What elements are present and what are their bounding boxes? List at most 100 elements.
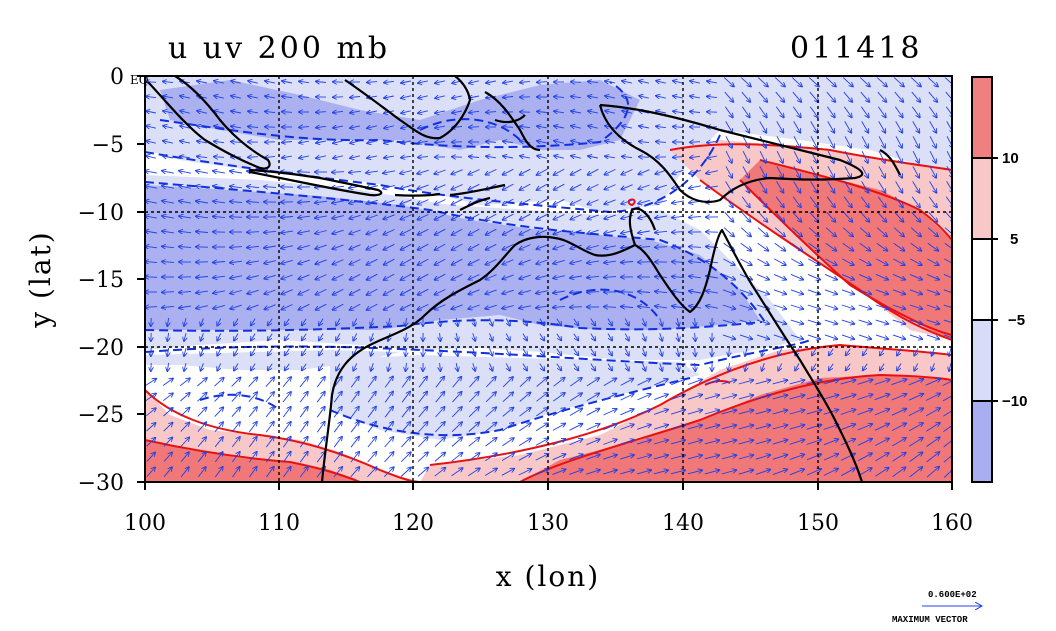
wind-vector-icon [248, 81, 258, 83]
wind-vector-icon [486, 198, 497, 205]
wind-vector-icon [434, 169, 446, 174]
wind-vector-icon [605, 96, 615, 98]
wind-vector-icon [775, 211, 785, 222]
wind-vector-icon [587, 214, 599, 219]
wind-vector-icon [689, 169, 701, 173]
wind-vector-icon [929, 181, 937, 192]
wind-vector-icon [790, 304, 803, 309]
wind-vector-icon [573, 333, 578, 341]
wind-vector-icon [687, 410, 702, 415]
wind-vector-icon [539, 348, 544, 356]
wind-vector-icon [502, 392, 513, 403]
wind-vector-icon [588, 126, 598, 128]
wind-vector-icon [729, 347, 730, 356]
wind-vector-icon [452, 392, 462, 403]
wind-vector-icon [333, 126, 343, 128]
wind-vector-icon [892, 273, 905, 279]
wind-vector-icon [571, 198, 582, 204]
wind-vector-icon [570, 378, 581, 387]
wind-vector-icon [520, 126, 531, 127]
wind-vector-icon [909, 273, 922, 279]
wind-vector-icon [371, 348, 374, 356]
wind-vector-icon [722, 334, 735, 339]
wind-vector-icon [197, 378, 206, 387]
wind-vector-icon [315, 244, 327, 249]
wind-vector-icon [247, 276, 259, 279]
wind-vector-icon [536, 259, 548, 264]
wind-vector-icon [927, 242, 939, 250]
wind-vector-icon [268, 318, 273, 326]
wind-vector-icon [506, 363, 510, 370]
wind-vector-icon [163, 141, 174, 143]
wind-vector-icon [774, 77, 785, 87]
wind-vector-icon [894, 106, 902, 118]
wind-vector-icon [502, 408, 514, 417]
wind-vector-icon [451, 407, 461, 418]
wind-vector-icon [808, 242, 820, 250]
wind-vector-icon [473, 333, 475, 341]
wind-vector-icon [758, 106, 766, 118]
wind-vector-icon [876, 227, 887, 237]
wind-vector-icon [264, 261, 276, 264]
wind-vector-icon [673, 127, 684, 128]
wind-vector-icon [388, 317, 390, 326]
wind-vector-icon [791, 258, 802, 265]
contour-line-icon [145, 389, 421, 482]
y-tick-label: 0 [110, 65, 124, 90]
wind-vector-icon [893, 227, 904, 237]
wind-vector-icon [910, 77, 921, 87]
wind-vector-icon [406, 332, 407, 341]
wind-vector-icon [843, 106, 851, 118]
wind-vector-icon [755, 410, 771, 415]
wind-vector-icon [473, 348, 475, 356]
wind-vector-icon [522, 348, 527, 356]
wind-vector-icon [588, 111, 598, 113]
wind-vector-icon [315, 201, 328, 203]
wind-vector-icon [570, 291, 583, 292]
wind-vector-icon [197, 126, 207, 128]
wind-vector-icon [910, 242, 922, 250]
wind-vector-icon [790, 289, 803, 294]
wind-vector-icon [687, 380, 702, 385]
wind-vector-icon [162, 306, 175, 307]
wind-vector-icon [826, 211, 836, 222]
wind-vector-icon [401, 392, 410, 403]
wind-vector-icon [929, 166, 936, 177]
wind-vector-icon [349, 229, 361, 234]
wind-vector-icon [677, 333, 679, 341]
wind-vector-icon [196, 306, 208, 309]
wind-vector-icon [810, 166, 817, 177]
wind-vector-icon [793, 166, 800, 177]
wind-vector-icon [350, 303, 361, 310]
wind-vector-icon [722, 304, 735, 309]
wind-vector-icon [332, 244, 344, 249]
wind-vector-icon [435, 213, 446, 219]
wind-vector-icon [401, 156, 411, 157]
wind-vector-icon [197, 141, 207, 143]
wind-vector-icon [469, 228, 480, 235]
wind-vector-icon [452, 377, 462, 388]
wind-vector-icon [790, 273, 803, 279]
wind-vector-icon [539, 363, 544, 371]
wind-vector-icon [485, 392, 496, 403]
wind-vector-icon [384, 96, 394, 98]
wind-vector-icon [349, 171, 362, 172]
wind-vector-icon [554, 126, 564, 128]
wind-vector-icon [571, 168, 582, 175]
wind-vector-icon [791, 227, 802, 237]
wind-vector-icon [792, 211, 802, 222]
wind-vector-icon [621, 199, 633, 204]
wind-vector-icon [949, 347, 951, 356]
wind-vector-icon [912, 136, 919, 147]
wind-vector-icon [145, 201, 157, 203]
wind-vector-icon [213, 201, 225, 203]
wind-vector-icon [893, 77, 904, 87]
wind-vector-icon [926, 273, 939, 279]
wind-vector-icon [146, 141, 156, 143]
wind-vector-icon [604, 229, 616, 233]
wind-vector-icon [230, 201, 243, 202]
wind-vector-icon [912, 166, 919, 177]
wind-vector-icon [333, 111, 344, 112]
wind-vector-icon [877, 211, 887, 222]
wind-vector-icon [468, 407, 479, 418]
